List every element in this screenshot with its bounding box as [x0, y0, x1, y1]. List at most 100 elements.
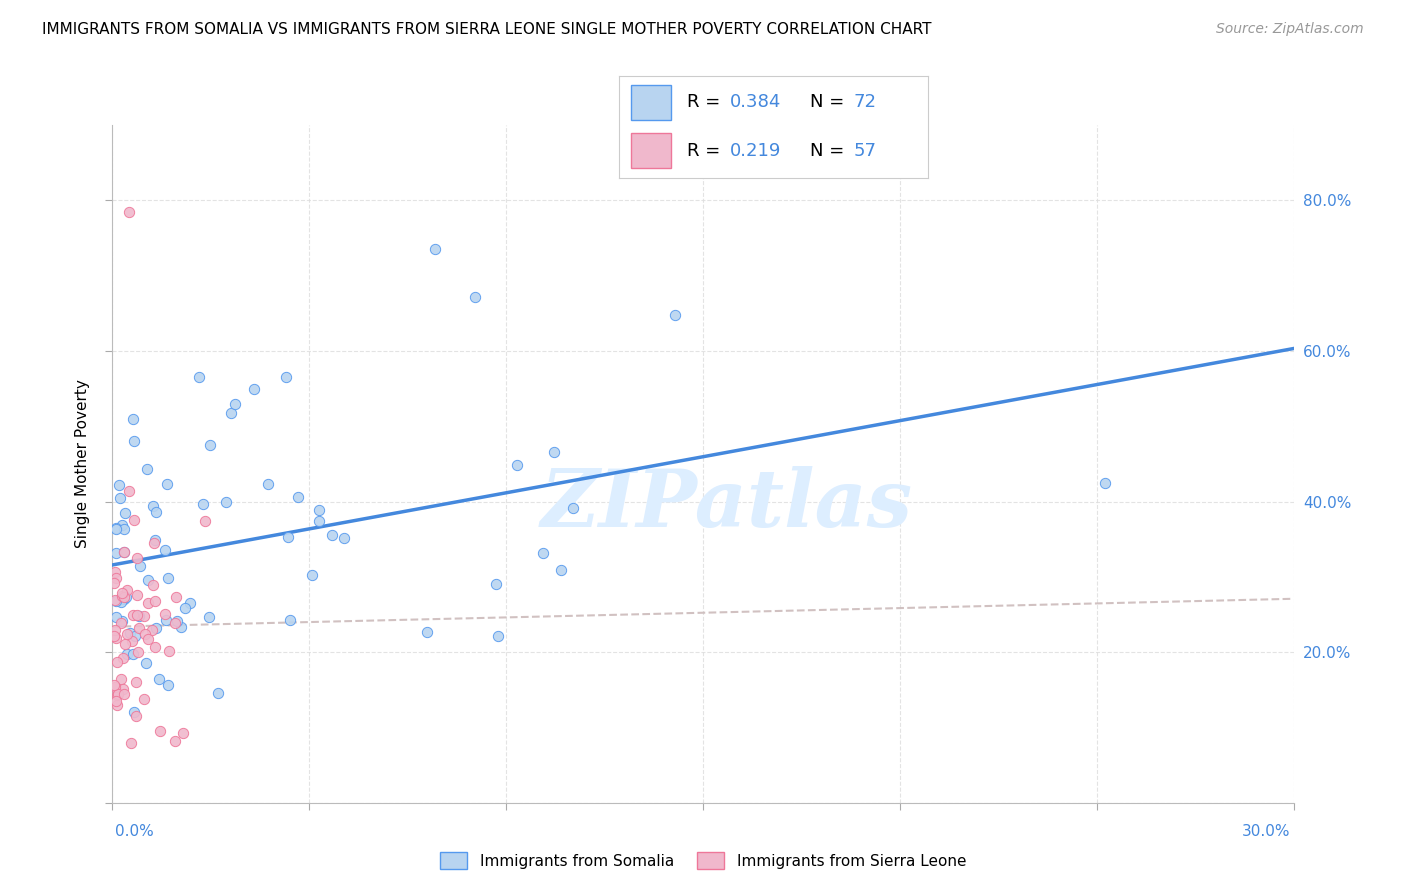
Point [143, 640, 166, 655]
Point [278, 613, 301, 627]
Point [193, 498, 215, 512]
Point [129, 559, 152, 574]
Point [533, 546, 555, 560]
Point [125, 551, 148, 566]
Point [506, 458, 529, 473]
Text: R =: R = [686, 142, 725, 160]
Point [174, 601, 197, 615]
Point [110, 595, 132, 609]
Point [219, 406, 242, 420]
Text: 0.384: 0.384 [730, 94, 782, 112]
Point [114, 506, 136, 520]
Point [111, 590, 134, 604]
Point [277, 531, 299, 545]
Point [550, 563, 572, 577]
Point [114, 545, 136, 559]
Point [110, 615, 132, 630]
Point [194, 514, 217, 528]
Point [105, 522, 128, 536]
Point [114, 591, 136, 606]
Y-axis label: Single Mother Poverty: Single Mother Poverty [75, 379, 90, 549]
Point [115, 626, 138, 640]
Point [110, 672, 132, 686]
Point [145, 505, 167, 519]
Point [122, 513, 145, 527]
Point [115, 582, 138, 597]
Point [543, 444, 565, 458]
Point [120, 625, 142, 640]
Point [111, 614, 134, 628]
Point [104, 680, 127, 694]
Point [108, 491, 131, 505]
Point [333, 531, 356, 545]
Point [308, 503, 330, 517]
Point [143, 533, 166, 548]
Point [301, 568, 323, 582]
Point [425, 242, 447, 256]
Point [155, 613, 177, 627]
Point [114, 591, 136, 605]
Point [125, 589, 148, 603]
Point [122, 607, 145, 622]
Point [485, 577, 508, 591]
Point [138, 573, 160, 587]
Point [105, 546, 128, 560]
Point [156, 477, 179, 491]
Point [105, 594, 128, 608]
Text: N =: N = [810, 142, 851, 160]
Point [136, 596, 159, 610]
Point [157, 644, 180, 658]
Text: R =: R = [686, 94, 725, 112]
Point [114, 637, 136, 651]
Point [145, 621, 167, 635]
Point [104, 565, 127, 579]
Text: Source: ZipAtlas.com: Source: ZipAtlas.com [1216, 22, 1364, 37]
Text: N =: N = [810, 94, 851, 112]
Point [148, 672, 170, 686]
Point [118, 204, 141, 219]
Point [114, 590, 136, 604]
Point [664, 308, 686, 322]
Point [132, 608, 155, 623]
Point [103, 677, 125, 691]
Point [122, 706, 145, 720]
Point [136, 632, 159, 646]
Point [132, 691, 155, 706]
Point [561, 500, 583, 515]
Point [169, 620, 191, 634]
Point [155, 543, 177, 558]
Point [105, 610, 128, 624]
Point [321, 528, 343, 542]
Point [274, 370, 297, 384]
Point [172, 725, 194, 739]
Text: 57: 57 [853, 142, 877, 160]
Point [153, 607, 176, 621]
Point [142, 578, 165, 592]
Point [107, 478, 129, 492]
Point [179, 596, 201, 610]
Point [111, 586, 134, 600]
Point [111, 650, 134, 665]
Point [142, 499, 165, 513]
Point [105, 521, 128, 535]
Point [156, 678, 179, 692]
Point [464, 290, 486, 304]
Point [115, 647, 138, 661]
Point [243, 382, 266, 396]
Point [486, 629, 509, 643]
Point [141, 623, 163, 637]
Point [112, 681, 135, 696]
FancyBboxPatch shape [631, 133, 671, 168]
Point [121, 647, 143, 661]
Point [125, 608, 148, 623]
Point [122, 412, 145, 426]
Point [104, 694, 127, 708]
Text: 72: 72 [853, 94, 877, 112]
Point [104, 623, 127, 637]
Point [135, 462, 157, 476]
Text: 0.0%: 0.0% [115, 824, 155, 838]
Point [125, 675, 148, 690]
Point [111, 518, 134, 533]
Point [105, 698, 128, 713]
Point [215, 494, 238, 508]
